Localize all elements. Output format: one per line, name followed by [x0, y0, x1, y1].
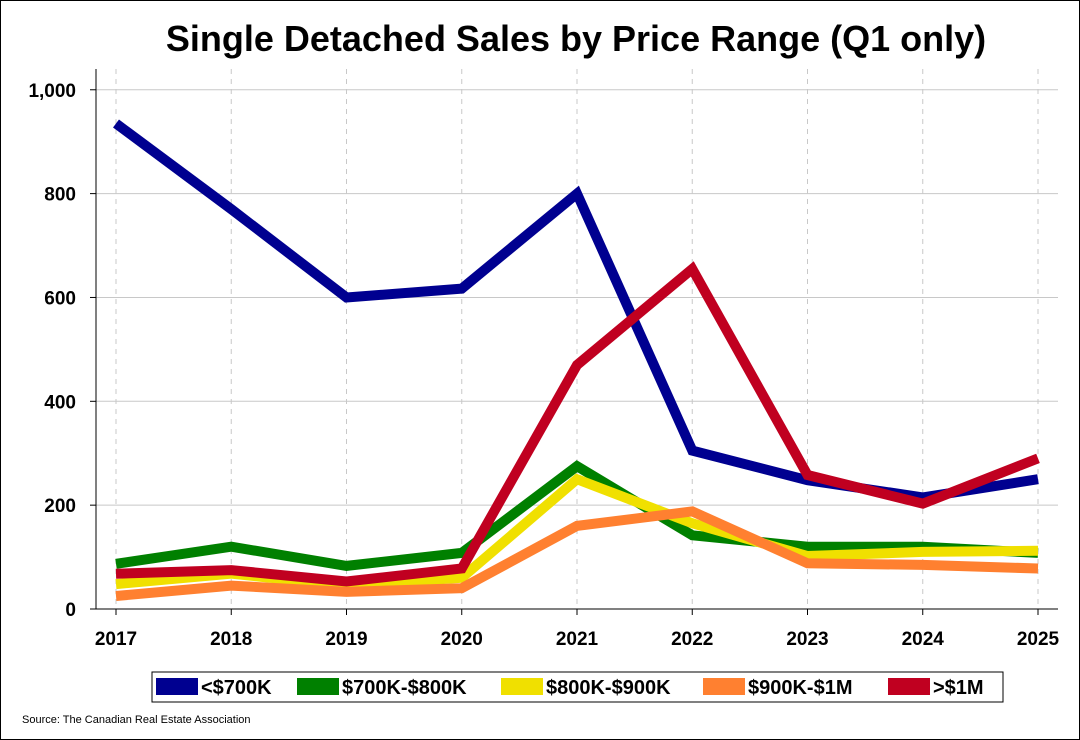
- legend-swatch-2: [501, 678, 543, 695]
- y-tick-label: 1,000: [28, 81, 76, 102]
- legend: <$700K $700K-$800K $800K-$900K $900K-$1M >$1…: [151, 671, 1004, 703]
- x-tick-label: 2017: [95, 629, 137, 650]
- axis-layer: 0 200 400 600 800 1,000 2017 2018 2019 2020 2021 20…: [28, 69, 1060, 650]
- y-tick-label: 800: [44, 185, 76, 206]
- x-tick-label: 2023: [786, 629, 828, 650]
- legend-label-2: $800K-$900K: [546, 677, 671, 699]
- legend-label-4: >$1M: [933, 677, 984, 699]
- y-tick-label: 0: [65, 600, 76, 621]
- legend-swatch-1: [297, 678, 339, 695]
- series-line-1: [115, 460, 1039, 571]
- legend-swatch-3: [703, 678, 745, 695]
- y-tick-label: 200: [44, 496, 76, 517]
- legend-swatch-4: [888, 678, 930, 695]
- source-note: Source: The Canadian Real Estate Associa…: [22, 714, 251, 726]
- legend-box: [151, 671, 1004, 703]
- legend-label-0: <$700K: [201, 677, 272, 699]
- x-tick-label: 2018: [210, 629, 252, 650]
- x-tick-label: 2022: [671, 629, 713, 650]
- series-line-3: [115, 506, 1039, 601]
- chart-title: Single Detached Sales by Price Range (Q1…: [166, 18, 986, 59]
- legend-label-1: $700K-$800K: [342, 677, 467, 699]
- y-tick-label: 600: [44, 288, 76, 309]
- y-tick-label: 400: [44, 392, 76, 413]
- x-tick-label: 2019: [325, 629, 367, 650]
- series-layer: [113, 119, 1040, 601]
- x-tick-label: 2020: [441, 629, 483, 650]
- x-tick-label: 2024: [902, 629, 945, 650]
- x-tick-label: 2025: [1017, 629, 1060, 650]
- series-line-4: [115, 261, 1040, 587]
- x-tick-label: 2021: [556, 629, 599, 650]
- legend-label-3: $900K-$1M: [748, 677, 853, 699]
- legend-swatch-0: [156, 678, 198, 695]
